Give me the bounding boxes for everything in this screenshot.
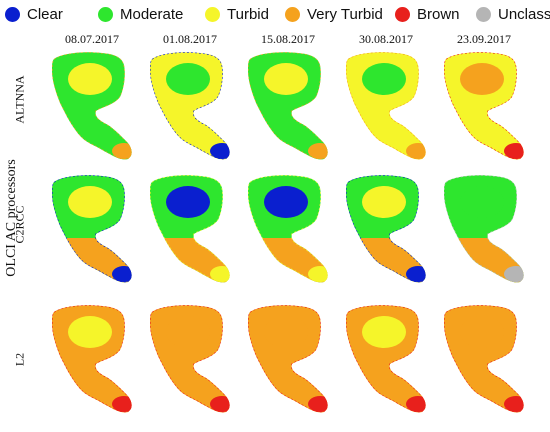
legend-swatch (205, 6, 220, 22)
map-panel-l2-4 (336, 298, 436, 418)
map-panel-c2rcc-1 (42, 168, 142, 288)
row-label-l2: L2 (12, 352, 27, 367)
legend-swatch (98, 6, 113, 22)
map-panel-l2-1 (42, 298, 142, 418)
legend-label: Clear (27, 5, 63, 23)
legend-label: Moderate (120, 5, 184, 23)
map-panel-altnna-3 (238, 45, 338, 165)
map-panel-altnna-1 (42, 45, 142, 165)
map-panel-altnna-4 (336, 45, 436, 165)
date-label: 01.08.2017 (163, 32, 217, 46)
legend-label: Turbid (227, 5, 269, 23)
map-panel-altnna-5 (434, 45, 534, 165)
map-panel-c2rcc-5 (434, 168, 534, 288)
legend-item-brown: Brown (395, 5, 460, 23)
date-label: 23.09.2017 (457, 32, 511, 46)
map-panel-c2rcc-2 (140, 168, 240, 288)
legend-item-moderate: Moderate (98, 5, 183, 23)
map-panel-l2-2 (140, 298, 240, 418)
legend: Clear Moderate Turbid Very Turbid Brown Uncla… (0, 0, 550, 26)
map-panel-c2rcc-3 (238, 168, 338, 288)
legend-item-turbid: Turbid (205, 5, 269, 23)
legend-swatch (5, 6, 20, 22)
map-panel-l2-3 (238, 298, 338, 418)
legend-label: Brown (417, 5, 460, 23)
date-label: 15.08.2017 (261, 32, 315, 46)
map-panel-altnna-2 (140, 45, 240, 165)
legend-item-clear: Clear (5, 5, 63, 23)
legend-item-unclassified: Unclassified (476, 5, 550, 23)
legend-swatch (476, 6, 491, 22)
legend-item-very-turbid: Very Turbid (285, 5, 383, 23)
date-label: 08.07.2017 (65, 32, 119, 46)
legend-label: Very Turbid (307, 5, 383, 23)
date-label: 30.08.2017 (359, 32, 413, 46)
map-panel-l2-5 (434, 298, 534, 418)
legend-swatch (285, 6, 300, 22)
row-label-c2rcc: C2RCC (12, 205, 27, 244)
map-panel-c2rcc-4 (336, 168, 436, 288)
legend-swatch (395, 6, 410, 22)
row-label-altnna: ALTNNA (12, 75, 27, 124)
legend-label: Unclassified (498, 5, 550, 23)
